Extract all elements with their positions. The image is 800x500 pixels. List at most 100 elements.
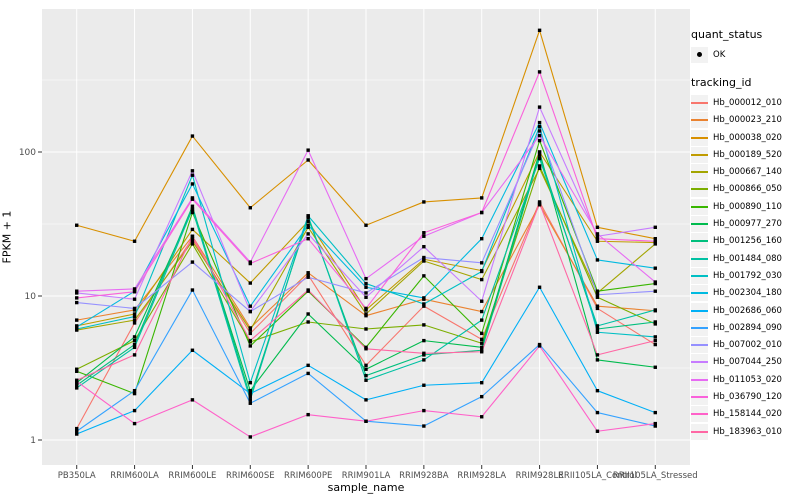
data-point [190,182,195,186]
data-point [190,227,195,232]
data-point [422,304,426,308]
data-point [190,204,195,208]
data-point [595,306,600,311]
legend-key-line-icon [691,129,708,146]
legend-key-line-icon [691,267,708,284]
legend-item-tracking-id: Hb_007002_010 [691,336,799,354]
legend-key-point-icon [691,46,708,63]
data-point [75,300,79,305]
legend-item-tracking-id: Hb_011053_020 [691,371,799,388]
data-point [422,338,426,343]
legend-item-tracking-id: Hb_000189_520 [691,146,799,163]
data-point [653,242,657,246]
data-point [422,323,426,327]
data-point [306,363,310,368]
y-tick-label: 100 [19,148,36,158]
legend-item-quant-status: OK [691,46,799,63]
data-point [364,378,368,382]
data-point [653,320,657,324]
data-point [595,293,600,297]
legend-label: Hb_011053_020 [713,374,782,385]
legend-label: Hb_000667_140 [713,167,782,178]
data-point [595,291,600,295]
data-point [132,306,137,311]
data-point [190,288,195,292]
legend: quant_status OK tracking_id Hb_000012_01… [691,28,799,453]
line-symbol-icon [691,344,708,347]
data-point [480,318,484,322]
legend-item-tracking-id: Hb_000023_210 [691,112,799,129]
x-axis-title: sample_name [327,481,405,494]
data-point [306,219,310,224]
legend-key-line-icon [691,302,708,319]
data-point [132,342,137,347]
data-point [75,325,79,329]
data-point [75,296,79,300]
data-point [595,225,600,229]
line-symbol-icon [691,361,708,364]
legend-key-line-icon [691,216,708,233]
data-point [190,169,195,173]
data-point [595,327,600,331]
data-point [132,335,137,339]
data-point [306,371,310,376]
y-tick-label: 1 [30,436,36,446]
legend-item-tracking-id: Hb_183963_010 [691,423,799,440]
data-point [480,394,484,399]
data-point [248,380,252,385]
data-point [595,388,600,393]
data-point [306,320,310,324]
data-point [190,197,195,201]
data-point [75,432,79,436]
line-symbol-icon [691,223,708,226]
legend-key-line-icon [691,250,708,267]
data-point [248,304,252,308]
data-point [422,296,426,300]
data-point [537,133,542,138]
data-point [248,435,252,439]
x-tick-label: RRIM928LA [457,471,506,481]
line-symbol-icon [691,292,708,295]
legend-key-line-icon [691,371,708,388]
data-point [75,426,79,431]
legend-item-tracking-id: Hb_000866_050 [691,181,799,198]
data-point [364,285,368,289]
data-point [537,129,542,133]
data-point [537,156,542,161]
data-point [364,347,368,351]
data-point [537,153,542,157]
legend-item-tracking-id: Hb_001256_160 [691,233,799,250]
data-point [422,257,426,261]
line-symbol-icon [691,274,708,277]
data-point [306,275,310,279]
data-point [132,321,137,325]
legend-tracking-items: Hb_000012_010 Hb_000023_210 Hb_000038_020 H… [691,94,799,440]
data-point [537,201,542,206]
line-symbol-icon [691,153,708,156]
line-symbol-icon [691,309,708,312]
line-symbol-icon [691,240,708,243]
data-point [422,424,426,428]
legend-label: Hb_000012_010 [713,97,782,108]
data-point [248,328,252,332]
legend-block-quant-status: quant_status OK [691,28,799,63]
legend-key-line-icon [691,146,708,163]
line-symbol-icon [691,257,708,260]
legend-label: Hb_183963_010 [713,426,782,437]
legend-block-tracking-id: tracking_id Hb_000012_010 Hb_000023_210 Hb… [691,76,799,440]
legend-key-line-icon [691,94,708,111]
data-point [364,373,368,378]
data-point [132,312,137,316]
legend-item-tracking-id: Hb_000012_010 [691,94,799,111]
x-tick-label: RRII105LA_Control [558,471,637,481]
legend-key-line-icon [691,112,708,129]
data-point [480,261,484,265]
data-point [306,223,310,227]
data-point [248,391,252,396]
data-point [75,369,79,373]
data-point [364,312,368,316]
data-point [653,225,657,229]
data-point [537,164,542,168]
data-point [248,309,252,314]
